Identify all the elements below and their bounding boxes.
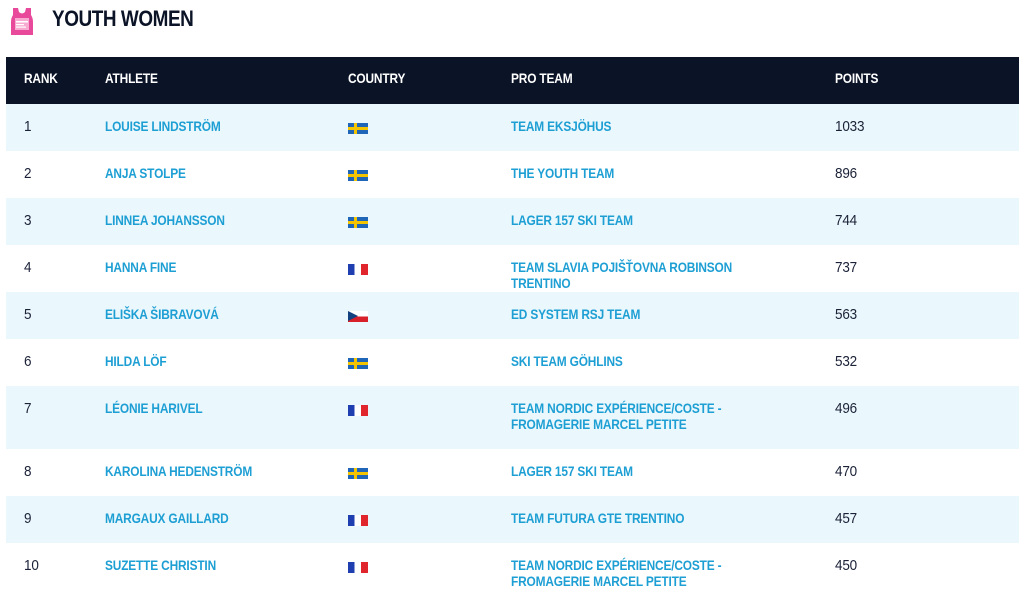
- rank-cell: 10: [24, 557, 39, 574]
- country-cell: [348, 339, 511, 386]
- table-row: 1 LOUISE LINDSTRÖM TEAM EKSJÖHUS 1033: [6, 104, 1019, 151]
- points-cell: 563: [835, 306, 857, 323]
- country-cell: [348, 449, 511, 496]
- table-row: 6 HILDA LÖF SKI TEAM GÖHLINS 532: [6, 339, 1019, 386]
- swedish-flag-icon: [348, 170, 368, 181]
- country-cell: [348, 386, 511, 449]
- rank-cell: 4: [24, 259, 32, 276]
- country-cell: [348, 496, 511, 543]
- athlete-link[interactable]: ANJA STOLPE: [105, 165, 186, 181]
- team-link[interactable]: TEAM NORDIC EXPÉRIENCE/COSTE - FROMAGERI…: [511, 557, 722, 589]
- athlete-link[interactable]: LÉONIE HARIVEL: [105, 400, 203, 416]
- team-link[interactable]: THE YOUTH TEAM: [511, 165, 615, 181]
- french-flag-icon: [348, 515, 368, 526]
- table-row: 3 LINNEA JOHANSSON LAGER 157 SKI TEAM 74…: [6, 198, 1019, 245]
- rank-cell: 8: [24, 463, 32, 480]
- swedish-flag-icon: [348, 468, 368, 479]
- french-flag-icon: [348, 264, 368, 275]
- french-flag-icon: [348, 405, 368, 416]
- table-row: 5 ELIŠKA ŠIBRAVOVÁ ED SYSTEM RSJ TEAM 56…: [6, 292, 1019, 339]
- team-link[interactable]: LAGER 157 SKI TEAM: [511, 463, 633, 479]
- swedish-flag-icon: [348, 358, 368, 369]
- athlete-link[interactable]: HANNA FINE: [105, 259, 177, 275]
- athlete-link[interactable]: LOUISE LINDSTRÖM: [105, 118, 221, 134]
- team-link[interactable]: TEAM FUTURA GTE TRENTINO: [511, 510, 685, 526]
- rank-cell: 5: [24, 306, 32, 323]
- team-link[interactable]: ED SYSTEM RSJ TEAM: [511, 306, 641, 322]
- rank-cell: 7: [24, 400, 32, 417]
- team-link[interactable]: TEAM EKSJÖHUS: [511, 118, 612, 134]
- rank-cell: 6: [24, 353, 32, 370]
- column-header-points: POINTS: [835, 70, 879, 86]
- rank-cell: 9: [24, 510, 32, 527]
- rank-cell: 3: [24, 212, 32, 229]
- points-cell: 737: [835, 259, 857, 276]
- points-cell: 496: [835, 400, 857, 417]
- table-row: 2 ANJA STOLPE THE YOUTH TEAM 896: [6, 151, 1019, 198]
- table-header-row: RANK ATHLETE COUNTRY PRO TEAM POINTS: [6, 57, 1019, 104]
- swedish-flag-icon: [348, 123, 368, 134]
- swedish-flag-icon: [348, 217, 368, 228]
- team-link[interactable]: TEAM NORDIC EXPÉRIENCE/COSTE - FROMAGERI…: [511, 400, 722, 432]
- country-cell: [348, 104, 511, 151]
- points-cell: 457: [835, 510, 857, 527]
- team-link[interactable]: TEAM SLAVIA POJIŠŤOVNA ROBINSON TRENTINO: [511, 259, 733, 291]
- table-row: 9 MARGAUX GAILLARD TEAM FUTURA GTE TRENT…: [6, 496, 1019, 543]
- points-cell: 450: [835, 557, 857, 574]
- team-link[interactable]: SKI TEAM GÖHLINS: [511, 353, 623, 369]
- french-flag-icon: [348, 562, 368, 573]
- standings-table: RANK ATHLETE COUNTRY PRO TEAM POINTS 1 L…: [6, 57, 1019, 593]
- points-cell: 470: [835, 463, 857, 480]
- table-row: 8 KAROLINA HEDENSTRÖM LAGER 157 SKI TEAM…: [6, 449, 1019, 496]
- country-cell: [348, 151, 511, 198]
- column-header-athlete: ATHLETE: [105, 70, 158, 86]
- athlete-link[interactable]: ELIŠKA ŠIBRAVOVÁ: [105, 306, 219, 322]
- rank-cell: 1: [24, 118, 32, 135]
- athlete-link[interactable]: SUZETTE CHRISTIN: [105, 557, 217, 573]
- column-header-team: PRO TEAM: [511, 70, 573, 86]
- section-header: YOUTH WOMEN: [0, 0, 1024, 48]
- athlete-link[interactable]: HILDA LÖF: [105, 353, 167, 369]
- column-header-country: COUNTRY: [348, 70, 406, 86]
- athlete-link[interactable]: MARGAUX GAILLARD: [105, 510, 229, 526]
- rank-cell: 2: [24, 165, 32, 182]
- points-cell: 744: [835, 212, 857, 229]
- athlete-link[interactable]: KAROLINA HEDENSTRÖM: [105, 463, 253, 479]
- country-cell: [348, 198, 511, 245]
- team-link[interactable]: LAGER 157 SKI TEAM: [511, 212, 633, 228]
- table-row: 7 LÉONIE HARIVEL TEAM NORDIC EXPÉRIENCE/…: [6, 386, 1019, 449]
- country-cell: [348, 543, 511, 593]
- country-cell: [348, 245, 511, 292]
- points-cell: 532: [835, 353, 857, 370]
- column-header-rank: RANK: [24, 70, 58, 86]
- country-cell: [348, 292, 511, 339]
- czech-flag-icon: [348, 311, 368, 322]
- points-cell: 896: [835, 165, 857, 182]
- table-row: 10 SUZETTE CHRISTIN TEAM NORDIC EXPÉRIEN…: [6, 543, 1019, 593]
- table-row: 4 HANNA FINE TEAM SLAVIA POJIŠŤOVNA ROBI…: [6, 245, 1019, 292]
- page-title: YOUTH WOMEN: [52, 6, 194, 31]
- athlete-link[interactable]: LINNEA JOHANSSON: [105, 212, 225, 228]
- points-cell: 1033: [835, 118, 865, 135]
- youth-bib-icon: [11, 8, 33, 35]
